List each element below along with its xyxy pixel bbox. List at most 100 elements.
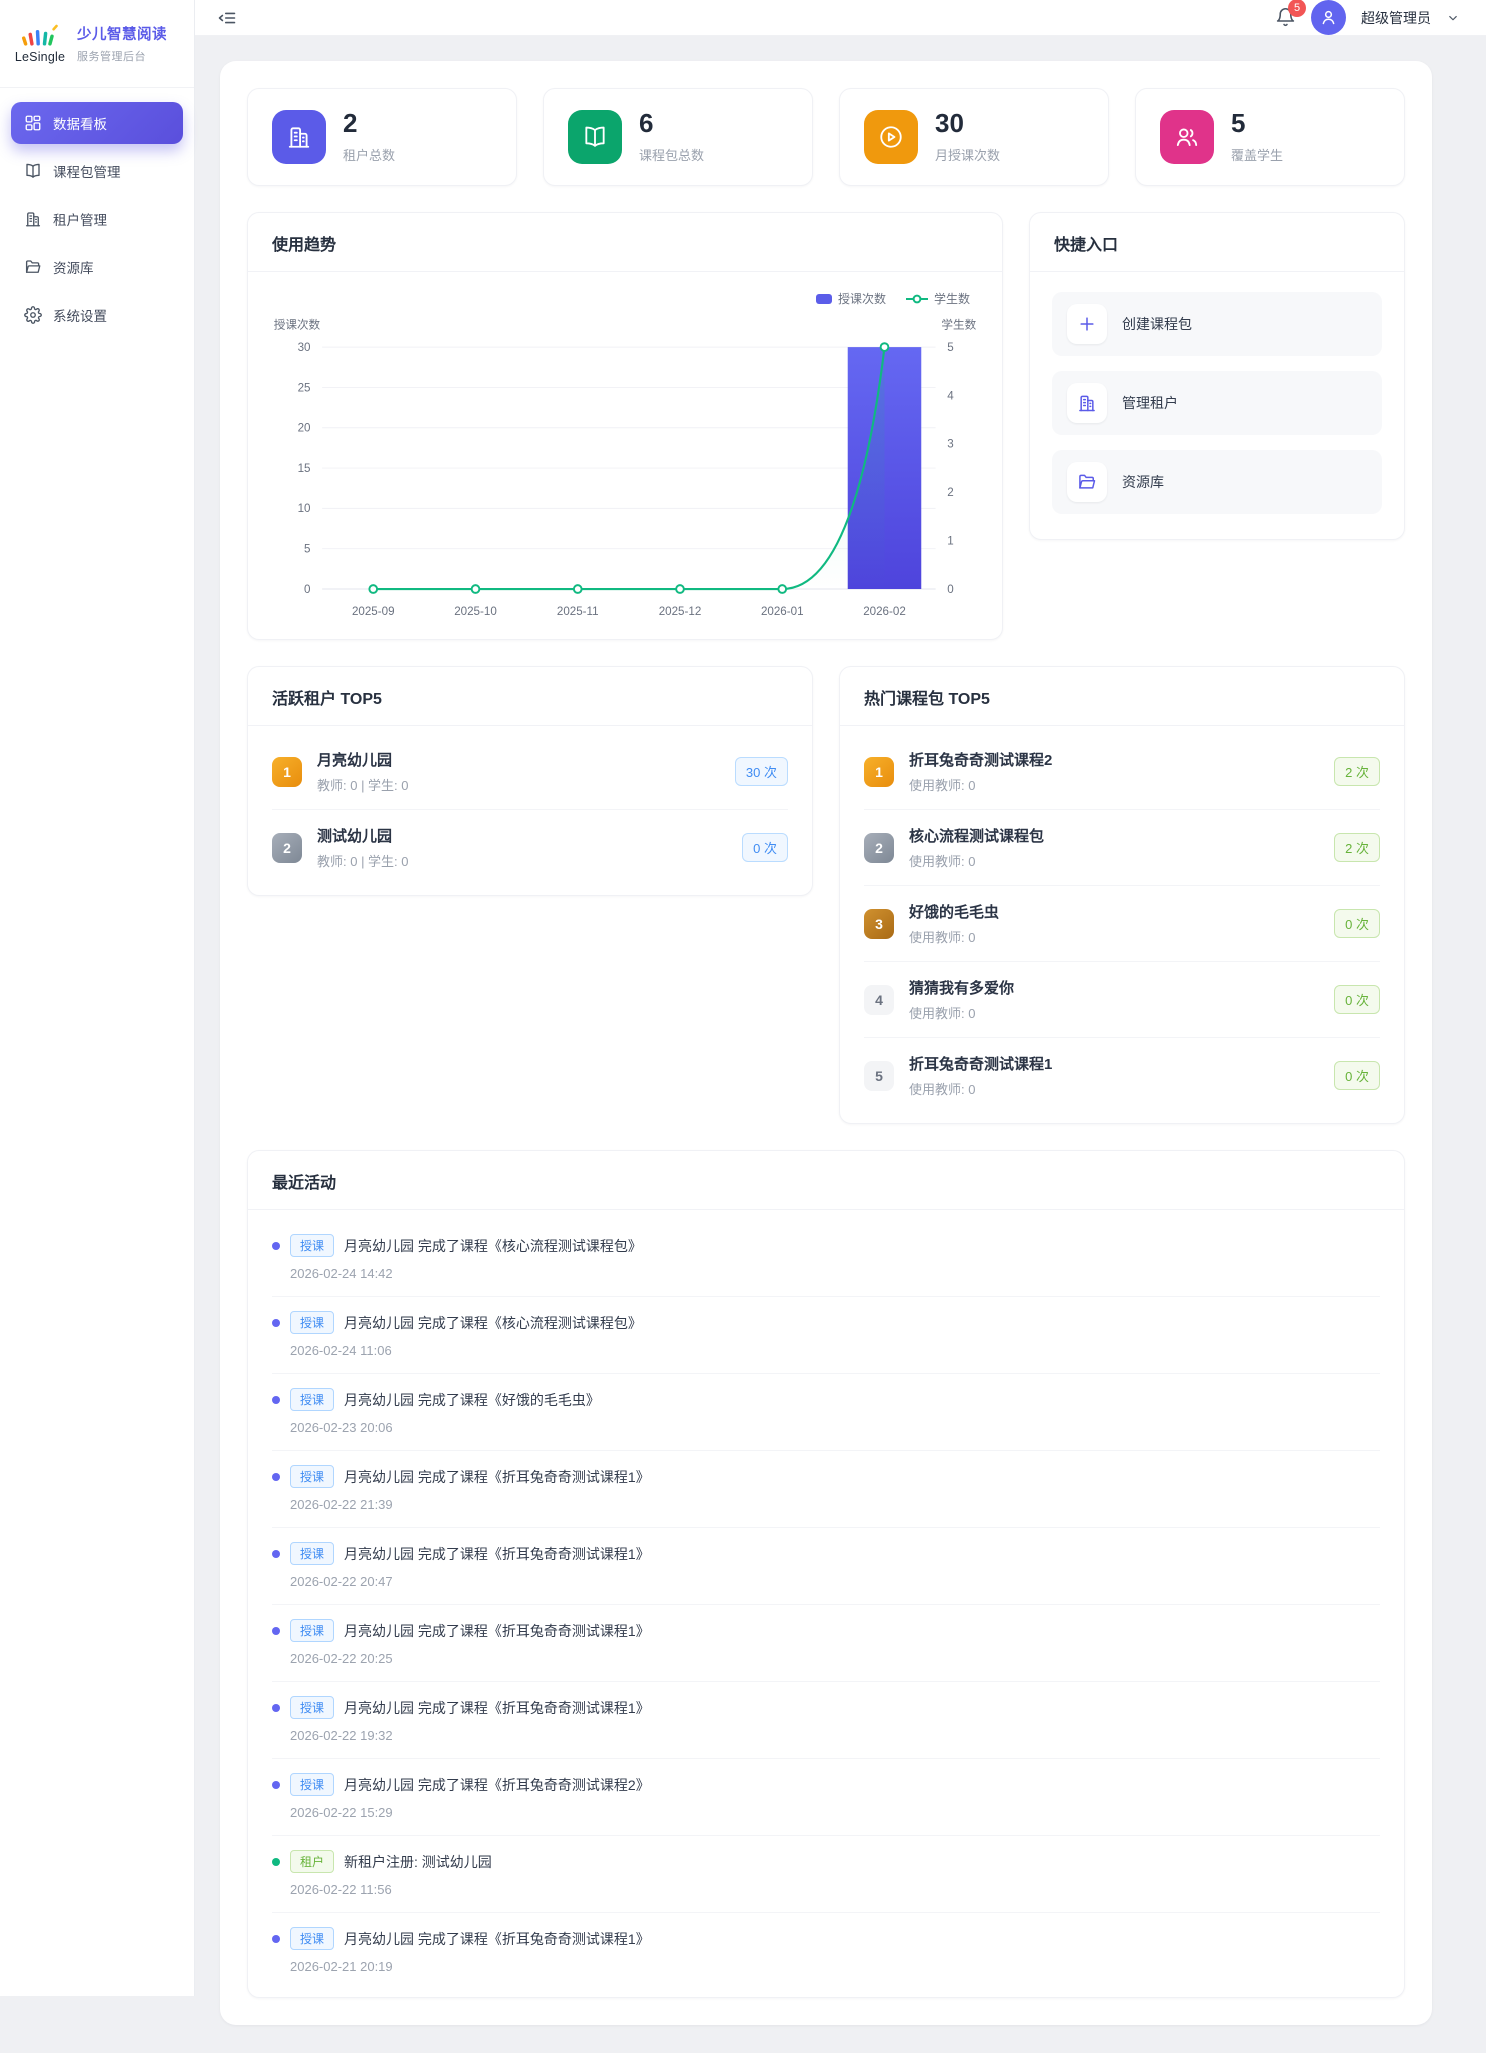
activity-text: 月亮幼儿园 完成了课程《折耳兔奇奇测试课程2》 (344, 1776, 650, 1793)
activity-row: 授课 月亮幼儿园 完成了课程《折耳兔奇奇测试课程2》 2026-02-22 15:2… (272, 1759, 1380, 1836)
chevron-down-icon[interactable] (1446, 11, 1460, 25)
quick-entry-manage-tenants[interactable]: 管理租户 (1052, 371, 1382, 435)
rank-info: 月亮幼儿园 教师: 0 | 学生: 0 (317, 749, 720, 794)
usage-trend-card: 使用趋势 授课次数 (247, 212, 1003, 640)
recent-activities-card: 最近活动 授课 月亮幼儿园 完成了课程《核心流程测试课程包》 2026-02-24 … (247, 1150, 1405, 1998)
hot-packages-card: 热门课程包 TOP5 1 折耳兔奇奇测试课程2 使用教师: 0 2 次 2 核心流程测试课… (839, 666, 1405, 1124)
sidebar-item-label: 资源库 (53, 261, 94, 276)
notification-bell-icon[interactable]: 5 (1275, 0, 1306, 28)
stat-label: 月授课次数 (935, 147, 1001, 163)
stat-texts: 2 租户总数 (343, 110, 395, 163)
activity-time: 2026-02-22 15:29 (290, 1805, 393, 1820)
quick-entry-label: 资源库 (1122, 474, 1164, 490)
svg-text:5: 5 (947, 341, 953, 354)
building-icon (24, 210, 42, 228)
svg-text:25: 25 (298, 381, 311, 394)
activity-main: 授课 月亮幼儿园 完成了课程《核心流程测试课程包》 (272, 1234, 1380, 1257)
count-badge: 0 次 (1334, 1061, 1380, 1090)
activity-row: 授课 月亮幼儿园 完成了课程《核心流程测试课程包》 2026-02-24 11:06 (272, 1297, 1380, 1374)
rank-item-name: 好饿的毛毛虫 (909, 904, 1000, 921)
hot-package-row: 4 猜猜我有多爱你 使用教师: 0 0 次 (864, 962, 1380, 1038)
brand-logo-area: LeSingle 少儿智慧阅读 服务管理后台 (0, 0, 194, 88)
brand-subtitle: 服务管理后台 (77, 51, 146, 63)
sidebar-item-settings[interactable]: 系统设置 (11, 294, 183, 336)
quick-entry-create-package[interactable]: 创建课程包 (1052, 292, 1382, 356)
main-area: 5 超级管理员 2 租户总数 6 课程包总数 30 月授课次数 5 覆盖学生 使用 (195, 0, 1486, 2025)
legend-item-students: 学生数 (905, 290, 970, 307)
quick-entry-title: 快捷入口 (1030, 213, 1404, 272)
activity-main: 授课 月亮幼儿园 完成了课程《折耳兔奇奇测试课程1》 (272, 1696, 1380, 1719)
brand-title: 少儿智慧阅读 (77, 27, 167, 43)
activity-tag: 授课 (290, 1311, 335, 1334)
rank-badge: 2 (864, 832, 894, 863)
activity-time: 2026-02-22 19:32 (290, 1728, 393, 1743)
chart-legend: 授课次数 学生数 (266, 282, 984, 307)
stat-card-monthly-lessons: 30 月授课次数 (839, 88, 1109, 186)
rank-info: 猜猜我有多爱你 使用教师: 0 (909, 977, 1319, 1022)
quick-entry-resources[interactable]: 资源库 (1052, 450, 1382, 514)
rank-item-name: 猜猜我有多爱你 (909, 980, 1015, 997)
recent-activities-list: 授课 月亮幼儿园 完成了课程《核心流程测试课程包》 2026-02-24 14:42… (248, 1210, 1404, 1997)
dashboard-icon (24, 114, 42, 132)
count-badge: 2 次 (1334, 833, 1380, 862)
stat-value: 30 (935, 108, 964, 139)
notification-count-badge: 5 (1288, 0, 1306, 17)
logo-text: LeSingle (14, 50, 66, 64)
activity-dot (272, 1549, 280, 1558)
rank-item-meta: 教师: 0 | 学生: 0 (317, 778, 409, 793)
sidebar-item-course-packages[interactable]: 课程包管理 (11, 150, 183, 192)
sidebar-item-dashboard[interactable]: 数据看板 (11, 102, 183, 144)
rank-badge: 5 (864, 1060, 894, 1091)
user-name[interactable]: 超级管理员 (1361, 9, 1431, 26)
rank-item-meta: 使用教师: 0 (909, 1082, 976, 1097)
rank-item-meta: 使用教师: 0 (909, 930, 976, 945)
rank-badge: 1 (864, 756, 894, 787)
sidebar-item-tenants[interactable]: 租户管理 (11, 198, 183, 240)
brand-logo: LeSingle (12, 23, 68, 64)
activity-dot (272, 1780, 280, 1789)
activity-row: 授课 月亮幼儿园 完成了课程《折耳兔奇奇测试课程1》 2026-02-22 19:3… (272, 1682, 1380, 1759)
count-badge: 0 次 (1334, 909, 1380, 938)
activity-tag: 授课 (290, 1234, 335, 1257)
activity-dot (272, 1472, 280, 1481)
sidebar-item-label: 课程包管理 (53, 165, 121, 180)
building-icon (1067, 383, 1107, 423)
stat-value: 5 (1231, 108, 1246, 139)
book-icon (24, 162, 42, 180)
top5-row: 活跃租户 TOP5 1 月亮幼儿园 教师: 0 | 学生: 0 30 次 2 测试幼儿园教… (247, 666, 1405, 1124)
activity-time: 2026-02-23 20:06 (290, 1420, 393, 1435)
activity-text: 月亮幼儿园 完成了课程《折耳兔奇奇测试课程1》 (344, 1468, 650, 1485)
rank-item-name: 测试幼儿园 (317, 828, 393, 845)
activity-time: 2026-02-22 21:39 (290, 1497, 393, 1512)
hot-package-row: 1 折耳兔奇奇测试课程2 使用教师: 0 2 次 (864, 734, 1380, 810)
legend-line-swatch (905, 294, 928, 304)
activity-text: 新租户注册: 测试幼儿园 (344, 1853, 492, 1870)
logo-fan-icon (21, 24, 58, 46)
activity-main: 授课 月亮幼儿园 完成了课程《折耳兔奇奇测试课程1》 (272, 1465, 1380, 1488)
sidebar-item-resources[interactable]: 资源库 (11, 246, 183, 288)
svg-text:2: 2 (947, 486, 953, 499)
activity-main: 租户 新租户注册: 测试幼儿园 (272, 1850, 1380, 1873)
activity-time: 2026-02-22 20:25 (290, 1651, 393, 1666)
dashboard-container: 2 租户总数 6 课程包总数 30 月授课次数 5 覆盖学生 使用趋势 授课次数 (220, 61, 1432, 2025)
quick-entry-card: 快捷入口 创建课程包管理租户资源库 (1029, 212, 1405, 540)
activity-dot (272, 1857, 280, 1866)
hot-package-row: 3 好饿的毛毛虫 使用教师: 0 0 次 (864, 886, 1380, 962)
stat-card-packages: 6 课程包总数 (543, 88, 813, 186)
folder-icon (1067, 462, 1107, 502)
count-badge: 2 次 (1334, 757, 1380, 786)
activity-text: 月亮幼儿园 完成了课程《折耳兔奇奇测试课程1》 (344, 1699, 650, 1716)
svg-text:2025-09: 2025-09 (352, 605, 395, 618)
rank-item-meta: 使用教师: 0 (909, 1006, 976, 1021)
sidebar-collapse-icon[interactable] (217, 8, 237, 28)
legend-label: 授课次数 (837, 292, 886, 306)
usage-trend-chart: 0 5 10 15 20 25 30 0 1 2 3 4 5 授课次数 学生数 2025-09 2025-10 2… (274, 318, 977, 618)
svg-text:4: 4 (947, 389, 954, 402)
usage-trend-title: 使用趋势 (248, 213, 1002, 272)
sidebar-item-label: 租户管理 (53, 213, 107, 228)
legend-item-lessons: 授课次数 (815, 290, 886, 307)
svg-text:2025-11: 2025-11 (557, 605, 599, 618)
activity-dot (272, 1703, 280, 1712)
user-avatar[interactable] (1311, 0, 1346, 35)
